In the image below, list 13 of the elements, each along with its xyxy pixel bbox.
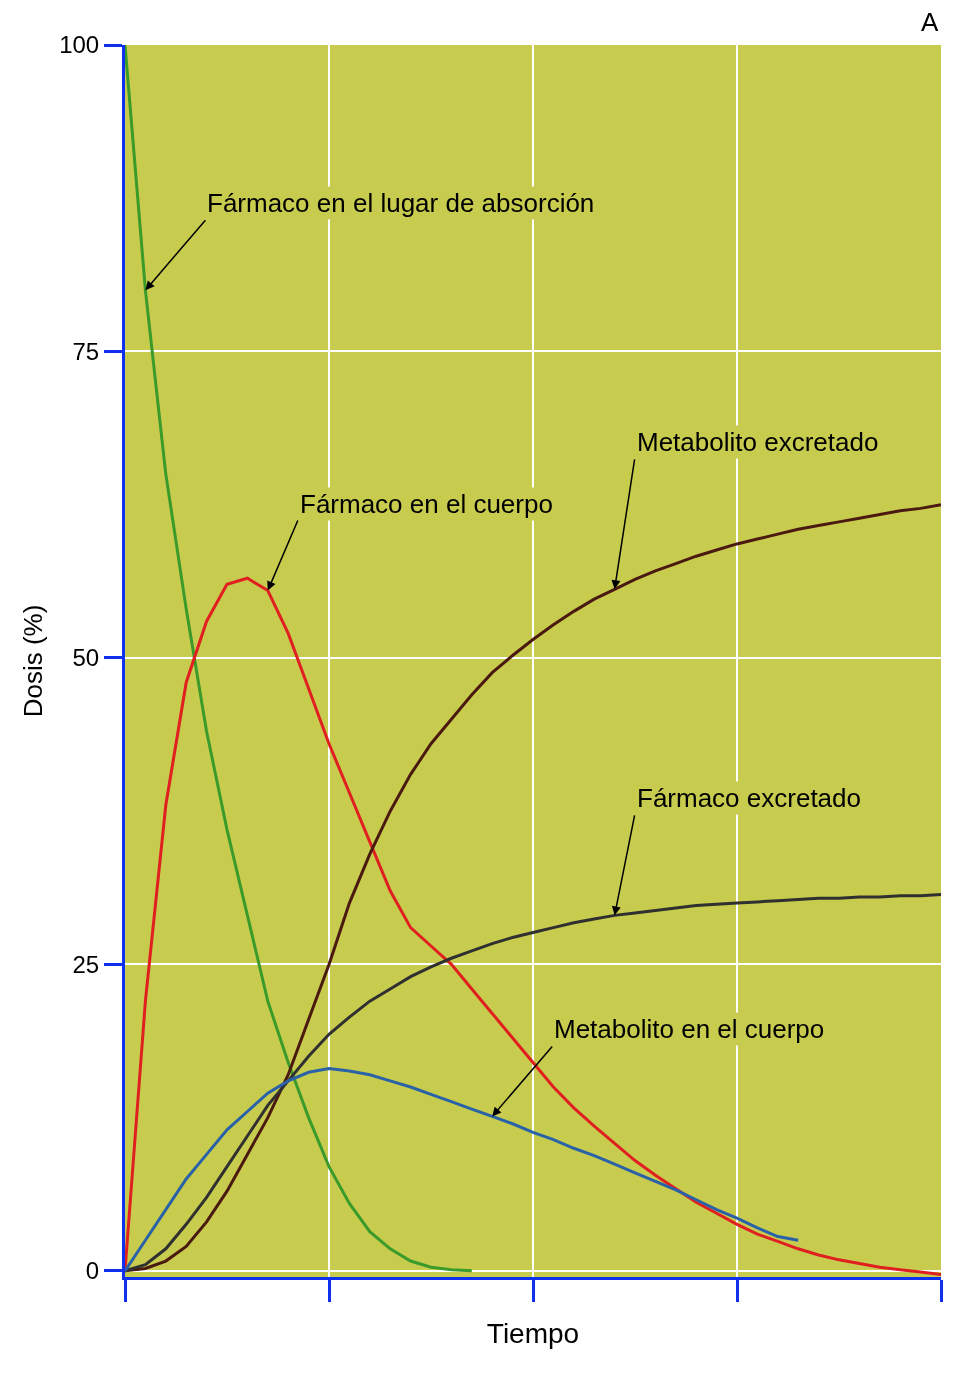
- text: Metabolito excretado: [637, 427, 879, 457]
- text: A: [921, 7, 939, 37]
- y-tick-label: 0: [85, 1257, 100, 1285]
- y-axis-title: Dosis (%): [17, 604, 48, 718]
- y-tick-label: 75: [72, 337, 100, 365]
- y-tick-label: 50: [72, 644, 100, 672]
- text: Metabolito en el cuerpo: [554, 1014, 825, 1044]
- y-tick-label: 100: [59, 31, 100, 59]
- x-axis-title: Tiempo: [486, 1317, 580, 1349]
- y-tick-label: 25: [72, 950, 100, 978]
- text: Fármaco excretado: [637, 783, 861, 813]
- text: Fármaco en el cuerpo: [300, 489, 553, 519]
- text: Fármaco en el lugar de absorción: [207, 188, 595, 218]
